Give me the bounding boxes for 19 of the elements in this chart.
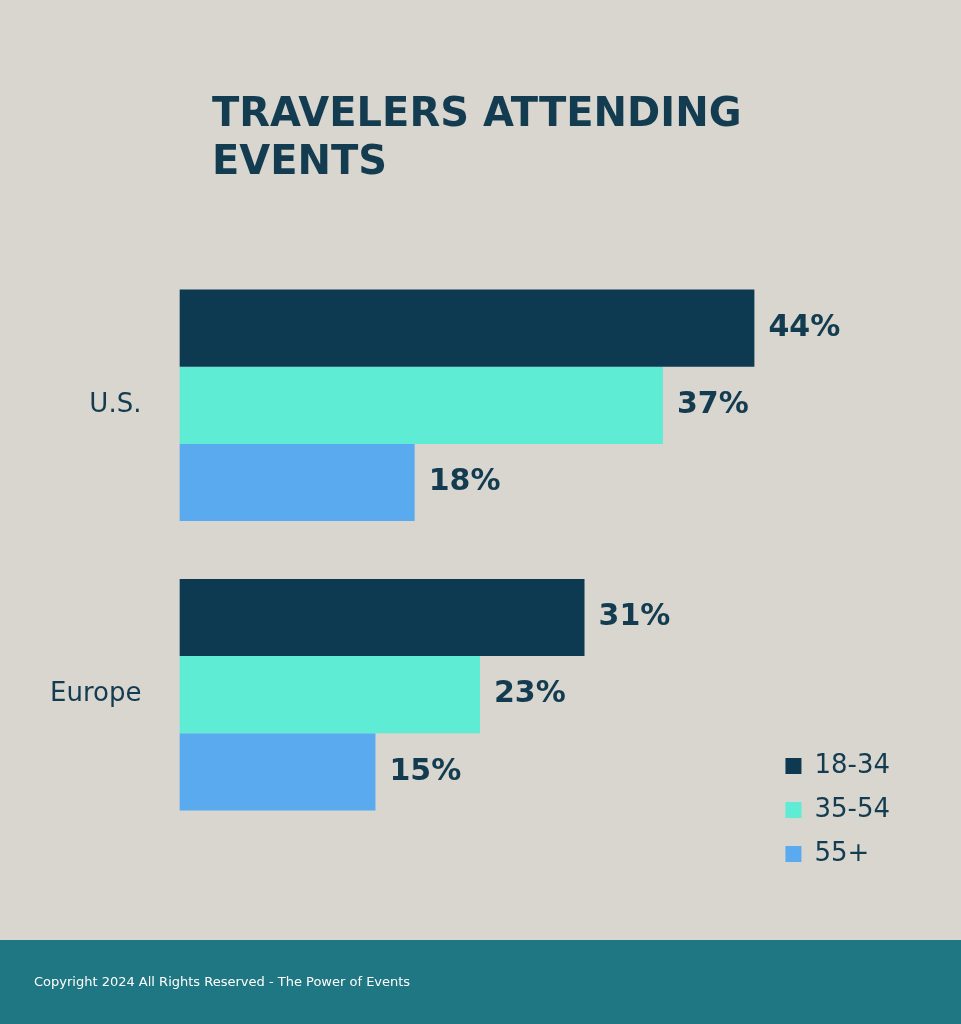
data-label: 15%	[389, 751, 462, 787]
data-label: 23%	[493, 674, 566, 710]
bar	[179, 578, 585, 657]
legend-label: 18-34	[814, 748, 891, 779]
bar	[179, 733, 376, 811]
y-tick-label: Europe	[49, 677, 142, 708]
bar	[179, 443, 415, 522]
bar	[179, 656, 480, 734]
data-label: 31%	[598, 597, 671, 633]
legend-label: 35-54	[814, 792, 891, 823]
legend-label: 55+	[814, 836, 870, 867]
text: Copyright 2024 All Rights Reserved - The Power of Events	[34, 974, 411, 989]
bar	[179, 366, 663, 444]
data-label: 37%	[676, 385, 749, 421]
bar	[179, 289, 755, 367]
chart-title: TRAVELERS ATTENDING EVENTS	[212, 88, 743, 184]
y-tick-label: U.S.	[89, 388, 142, 419]
data-label: 44%	[768, 307, 841, 343]
data-label: 18%	[428, 462, 501, 498]
